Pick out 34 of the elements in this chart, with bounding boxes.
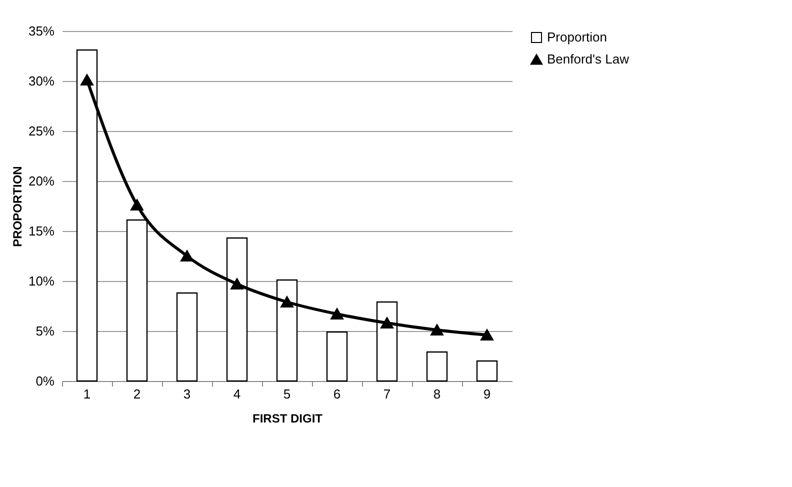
x-tick-label: 4 [233, 386, 241, 402]
y-tick-label: 35% [28, 24, 55, 38]
bar [326, 331, 348, 382]
y-tick-label: 20% [28, 174, 55, 188]
x-tick-label: 9 [483, 386, 491, 402]
legend-label: Proportion [547, 30, 607, 44]
x-axis-title: FIRST DIGIT [252, 412, 324, 426]
y-tick-label: 15% [28, 224, 55, 238]
y-tick-label: 5% [36, 324, 55, 338]
legend-label: Benford's Law [547, 52, 630, 66]
point [130, 199, 144, 211]
point [430, 324, 444, 336]
x-tick-label: 8 [433, 386, 441, 402]
point [280, 296, 294, 308]
point [330, 308, 344, 320]
bar [176, 292, 198, 382]
y-axis-title: PROPORTION [10, 166, 24, 247]
y-tick-label: 30% [28, 74, 55, 88]
x-tick-label: 7 [383, 386, 391, 402]
point [230, 278, 244, 290]
x-tick-label: 3 [183, 386, 191, 402]
x-tick-label: 5 [283, 386, 291, 402]
point [80, 74, 94, 86]
y-tick-label: 0% [36, 374, 55, 388]
point [180, 250, 194, 262]
x-tick-label: 2 [133, 386, 141, 402]
x-tick-label: 6 [333, 386, 341, 402]
x-tick-label: 1 [83, 386, 91, 402]
y-tick-label: 25% [28, 124, 55, 138]
point [380, 317, 394, 329]
bar [426, 351, 448, 382]
point [480, 329, 494, 341]
y-tick-label: 10% [28, 274, 55, 288]
bar [476, 360, 498, 382]
